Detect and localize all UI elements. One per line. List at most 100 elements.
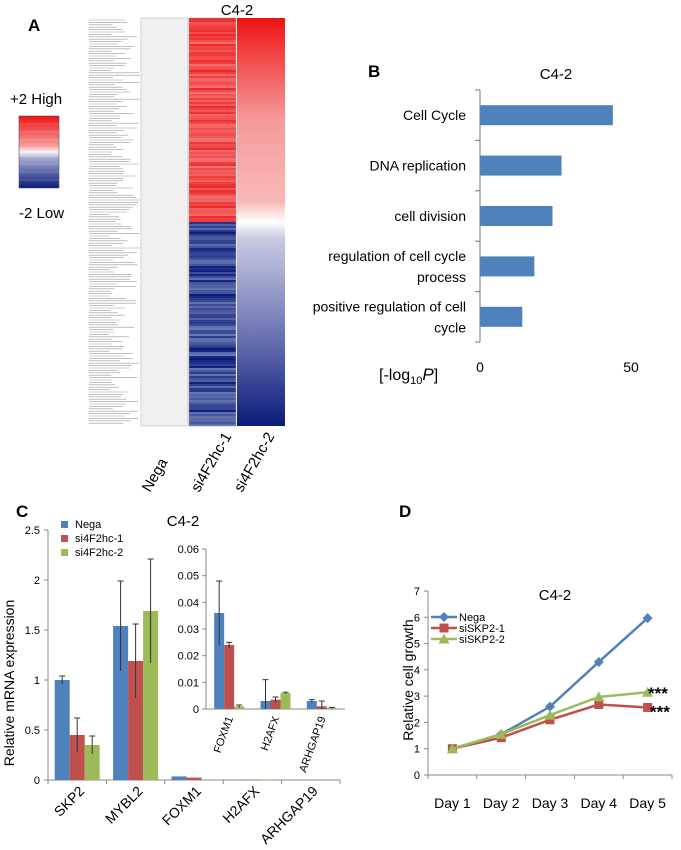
chart-c-inset-y-tick-label: 0.06 [178, 544, 199, 556]
chart-c-inset-bar [280, 693, 291, 709]
chart-d-y-tick-label: 1 [414, 744, 420, 756]
heatmap-cell [189, 84, 236, 86]
heatmap-cell [189, 114, 236, 116]
heatmap-color-scale-bands [19, 123, 59, 181]
heatmap-cell [189, 56, 236, 58]
heatmap-cell [189, 190, 236, 192]
heatmap-cell [189, 272, 236, 274]
heatmap-cell [189, 126, 236, 128]
chart-c-inset-bar [270, 699, 281, 709]
heatmap-cell [189, 260, 236, 262]
heatmap-cell [189, 148, 236, 150]
heatmap-cell [189, 110, 236, 112]
heatmap-cell [189, 264, 236, 266]
heatmap-cell [189, 322, 236, 324]
heatmap-cell [189, 396, 236, 398]
heatmap-cell [189, 36, 236, 38]
heatmap-cell [189, 312, 236, 314]
chart-d-x-tick-label: Day 3 [532, 795, 569, 811]
heatmap-cell [189, 188, 236, 190]
heatmap-cell [189, 200, 236, 202]
heatmap-cell [189, 338, 236, 340]
heatmap-cell [189, 270, 236, 272]
heatmap-cell [189, 412, 236, 414]
chart-c-inset-y-tick-label: 0.01 [178, 677, 199, 689]
heatmap-cell [189, 424, 236, 426]
heatmap-cell [189, 134, 236, 136]
heatmap-cell [189, 50, 236, 52]
heatmap-cell [189, 142, 236, 144]
heatmap-gene-labels [89, 19, 141, 424]
heatmap-cell [189, 402, 236, 404]
heatmap-cell [189, 348, 236, 350]
chart-b-title: C4-2 [540, 66, 573, 83]
heatmap-cell [189, 98, 236, 100]
heatmap-cell [189, 180, 236, 182]
heatmap-column-label-nega: Nega [139, 455, 172, 495]
heatmap-cell [189, 32, 236, 34]
heatmap-cell [189, 182, 236, 184]
chart-d-point [495, 728, 507, 739]
chart-c-category-label: MYBL2 [102, 783, 146, 827]
heatmap-cell [189, 262, 236, 264]
heatmap-cell [189, 158, 236, 160]
heatmap-cell [189, 280, 236, 282]
heatmap-cell [189, 220, 236, 222]
chart-d-x-tick-label: Day 2 [483, 795, 520, 811]
heatmap-cell [189, 294, 236, 296]
heatmap-cell [189, 334, 236, 336]
heatmap-cell [189, 238, 236, 240]
heatmap-column-label-si4f2hc-1: si4F2hc-1 [188, 429, 236, 495]
heatmap-cell [189, 242, 236, 244]
chart-b-bar [480, 206, 553, 226]
chart-b-category-label: regulation of cell cycle [328, 248, 466, 264]
heatmap-cell [189, 88, 236, 90]
chart-c-bar [128, 661, 144, 780]
heatmap-cell [189, 388, 236, 390]
heatmap-cell [189, 24, 236, 26]
heatmap-cell [189, 118, 236, 120]
chart-c-bar [186, 777, 202, 780]
heatmap-cell [189, 392, 236, 394]
chart-d-point [642, 613, 653, 624]
chart-d-y-axis-label: Relative cell growth [400, 619, 416, 740]
chart-c-bar [113, 626, 129, 780]
heatmap-cell [189, 44, 236, 46]
chart-d-point [643, 702, 653, 712]
heatmap-cell [189, 236, 236, 238]
chart-c-legend-swatch [61, 521, 68, 528]
chart-d-point [642, 686, 654, 697]
heatmap-cell [189, 116, 236, 118]
chart-d-point [446, 743, 458, 754]
heatmap-cell [189, 162, 236, 164]
heatmap-cell [189, 344, 236, 346]
heatmap-cell [189, 300, 236, 302]
heatmap-cell [189, 152, 236, 154]
chart-c-inset-y-tick-label: 0 [193, 704, 199, 716]
heatmap-cell [189, 34, 236, 36]
chart-c-category-label: H2AFX [219, 782, 263, 826]
chart-b-bar [480, 155, 562, 176]
heatmap-cell [189, 408, 236, 410]
chart-c-inset-bar [214, 613, 225, 709]
chart-b-bar [480, 105, 613, 126]
heatmap-cell [189, 64, 236, 66]
panel-label-c: C [16, 502, 28, 521]
heatmap-cell [189, 144, 236, 146]
heatmap-cell [189, 308, 236, 310]
chart-d-significance-annotation: *** [648, 684, 668, 703]
heatmap-cell [189, 160, 236, 162]
panel-label-b: B [368, 62, 380, 81]
heatmap-cell [189, 230, 236, 232]
heatmap-cell [189, 170, 236, 172]
heatmap-cell [189, 350, 236, 352]
chart-b-category-label: cell division [394, 208, 466, 224]
chart-c-y-tick-label: 1 [34, 675, 40, 687]
heatmap-cell [189, 42, 236, 44]
heatmap-cell [189, 164, 236, 166]
heatmap-cell [189, 22, 236, 24]
heatmap-cell [189, 120, 236, 122]
chart-c-y-tick-label: 0.5 [25, 725, 40, 737]
heatmap-cell [189, 276, 236, 278]
